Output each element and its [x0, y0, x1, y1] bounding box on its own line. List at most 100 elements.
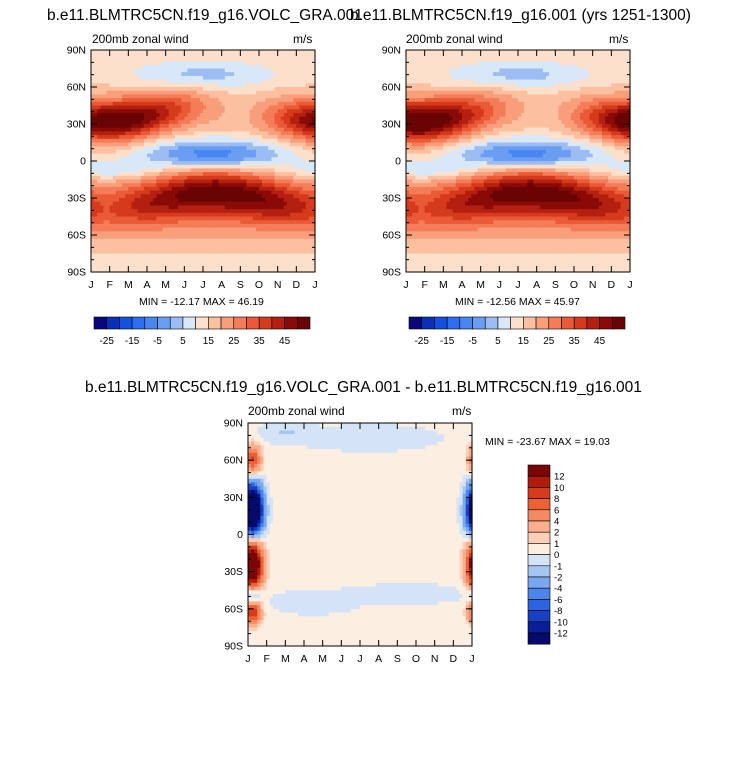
panel-2-cell — [415, 205, 420, 210]
panel-1-cell — [237, 116, 241, 121]
panel-1-cell — [134, 83, 139, 88]
panel-1-cell — [187, 190, 192, 195]
panel-1-cell — [137, 79, 142, 84]
panel-1-cell — [103, 227, 108, 232]
panel-1-cell — [293, 79, 297, 84]
panel-1-cell — [299, 157, 304, 162]
panel-2-cell — [409, 212, 413, 218]
panel-1-cell — [231, 268, 235, 273]
panel-1-cell — [277, 61, 282, 66]
panel-1-cell — [299, 257, 304, 262]
panel-2-cell — [406, 194, 410, 199]
panel-1-cell — [140, 83, 145, 88]
panel-1-cell — [159, 68, 164, 73]
panel-1-cell — [255, 112, 260, 118]
panel-1-cell — [131, 153, 136, 158]
panel-1-cell — [91, 235, 95, 240]
panel-1-cell — [162, 172, 167, 177]
panel-1-cell — [231, 98, 235, 103]
panel-1-cell — [206, 142, 210, 147]
panel-1-cell — [103, 264, 108, 269]
panel-2-cell — [418, 61, 423, 66]
panel-1-cell — [112, 124, 117, 129]
panel-1-cell — [112, 246, 117, 251]
panel-1-cell — [252, 186, 257, 192]
panel-1-cell — [159, 120, 164, 125]
panel-1-colorbar-swatch — [144, 316, 158, 330]
panel-1-cell — [199, 79, 204, 84]
panel-1-cell — [212, 90, 217, 95]
panel-1-cell — [231, 264, 235, 269]
panel-1-cell — [283, 64, 288, 70]
panel-1-cell — [234, 231, 238, 236]
panel-1-cell — [122, 98, 126, 103]
panel-1-cell — [106, 120, 111, 125]
panel-1-cell — [147, 149, 151, 155]
panel-1-cell — [109, 198, 114, 203]
panel-1-cell — [206, 124, 210, 129]
panel-2-cell — [415, 75, 420, 81]
panel-1-cell — [265, 223, 269, 229]
panel-1-cell — [103, 216, 108, 221]
panel-1-cell — [283, 183, 288, 188]
panel-1-cell — [165, 194, 170, 199]
panel-1-cell — [246, 72, 251, 77]
panel-1-cell — [308, 116, 313, 121]
panel-1-cell — [190, 72, 195, 77]
panel-1-cell — [134, 242, 139, 247]
panel-1-cell — [159, 186, 164, 192]
panel-1-cell — [150, 146, 154, 151]
panel-1-cell — [299, 72, 304, 77]
panel-1-cell — [274, 101, 279, 107]
panel-1-cell — [112, 127, 117, 132]
panel-1-cell — [215, 238, 220, 243]
panel-1-cell — [237, 190, 241, 195]
panel-1-cell — [122, 235, 126, 240]
panel-1-cell — [91, 87, 95, 92]
panel-1-cell — [221, 242, 226, 247]
panel-1-cell — [231, 131, 235, 136]
panel-1-cell — [147, 220, 151, 225]
panel-1-cell — [199, 138, 204, 144]
panel-2-cell — [415, 135, 420, 140]
panel-1-cell — [119, 179, 123, 184]
panel-1-cell — [134, 190, 139, 195]
panel-1-cell — [287, 179, 291, 184]
panel-1-cell — [131, 53, 136, 58]
panel-2-cell — [427, 146, 432, 151]
panel-2-cell — [430, 246, 435, 251]
panel-1-cell — [274, 242, 279, 247]
panel-2-cell — [430, 61, 435, 66]
panel-1-cell — [140, 149, 145, 155]
panel-1-cell — [128, 105, 133, 110]
panel-1-cell — [168, 72, 173, 77]
panel-1-cell — [134, 183, 139, 188]
panel-2-cell — [409, 194, 413, 199]
panel-1-cell — [246, 142, 251, 147]
panel-1-cell — [178, 249, 182, 255]
panel-2-cell — [430, 212, 435, 218]
panel-2-cell — [412, 105, 416, 110]
panel-1-cell — [280, 112, 285, 118]
panel-1-cell — [128, 209, 133, 214]
panel-1-cell — [168, 179, 173, 184]
panel-1-cell — [268, 201, 273, 206]
panel-1-cell — [125, 227, 129, 232]
panel-1-cell — [209, 198, 213, 203]
panel-1-cell — [280, 249, 285, 255]
panel-1-cell — [203, 64, 207, 70]
panel-1-cell — [249, 109, 254, 114]
panel-1-cell — [165, 172, 170, 177]
panel-1-cell — [165, 220, 170, 225]
panel-1-cell — [168, 186, 173, 192]
panel-1-cell — [287, 75, 291, 81]
panel-1-cell — [221, 61, 226, 66]
panel-1-cell — [109, 131, 114, 136]
panel-1-cell — [255, 131, 260, 136]
panel-1-cell — [193, 157, 198, 162]
panel-1-cell — [115, 124, 120, 129]
panel-1-cell — [283, 109, 288, 114]
panel-1-cell — [283, 198, 288, 203]
panel-1-cell — [311, 223, 316, 229]
panel-1-cell — [224, 201, 229, 206]
